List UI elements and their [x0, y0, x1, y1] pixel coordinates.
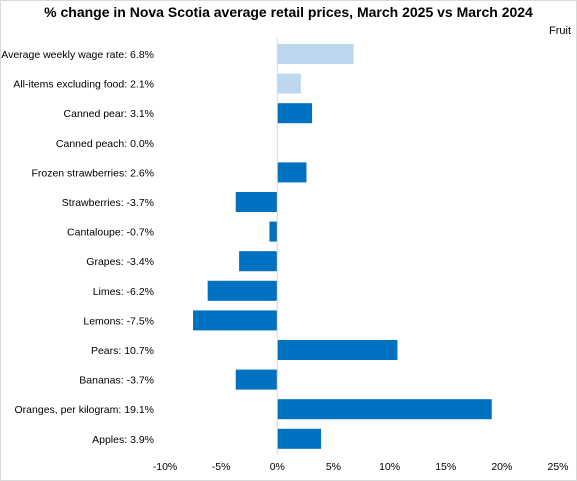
bar	[269, 221, 278, 242]
x-tick-label: -5%	[212, 461, 231, 473]
category-label: Average weekly wage rate: 6.8%	[1, 49, 154, 61]
category-label: Pears: 10.7%	[91, 345, 154, 357]
bar	[193, 310, 278, 331]
bar	[207, 280, 278, 301]
category-label: Frozen strawberries: 2.6%	[31, 167, 154, 179]
chart-title: % change in Nova Scotia average retail p…	[44, 4, 533, 20]
category-label: Strawberries: -3.7%	[62, 197, 154, 209]
bar	[277, 399, 492, 420]
category-label: Oranges, per kilogram: 19.1%	[15, 404, 154, 416]
bar	[277, 103, 313, 124]
x-tick-label: 10%	[379, 461, 400, 473]
x-tick-label: 5%	[326, 461, 341, 473]
bar	[277, 340, 398, 360]
category-label: Apples: 3.9%	[92, 434, 154, 446]
x-tick-label: 25%	[547, 461, 568, 473]
category-label: All-items excluding food: 2.1%	[13, 79, 154, 91]
bar	[239, 251, 278, 272]
category-label: Grapes: -3.4%	[86, 256, 154, 268]
x-tick-label: 0%	[270, 461, 285, 473]
x-tick-label: 15%	[435, 461, 456, 473]
bar	[235, 192, 278, 212]
x-axis-tick-labels: -10% -5% 0% 5% 10% 15% 20% 25%	[153, 461, 569, 473]
category-label: Limes: -6.2%	[93, 286, 154, 298]
category-label: Canned pear: 3.1%	[64, 108, 154, 120]
x-tick-label: -10%	[153, 461, 178, 473]
x-tick-label: 20%	[491, 461, 512, 473]
category-labels: Average weekly wage rate: 6.8% All-items …	[1, 49, 154, 446]
bar	[277, 44, 354, 64]
chart-subtitle: Fruit	[549, 25, 571, 37]
category-label: Canned peach: 0.0%	[56, 138, 154, 150]
bar	[277, 428, 322, 449]
bar-group	[193, 44, 492, 449]
bar	[277, 162, 307, 183]
category-label: Cantaloupe: -0.7%	[67, 227, 154, 239]
category-label: Bananas: -3.7%	[79, 375, 154, 387]
category-label: Lemons: -7.5%	[83, 315, 154, 327]
bar	[235, 369, 278, 390]
bar	[277, 73, 301, 94]
